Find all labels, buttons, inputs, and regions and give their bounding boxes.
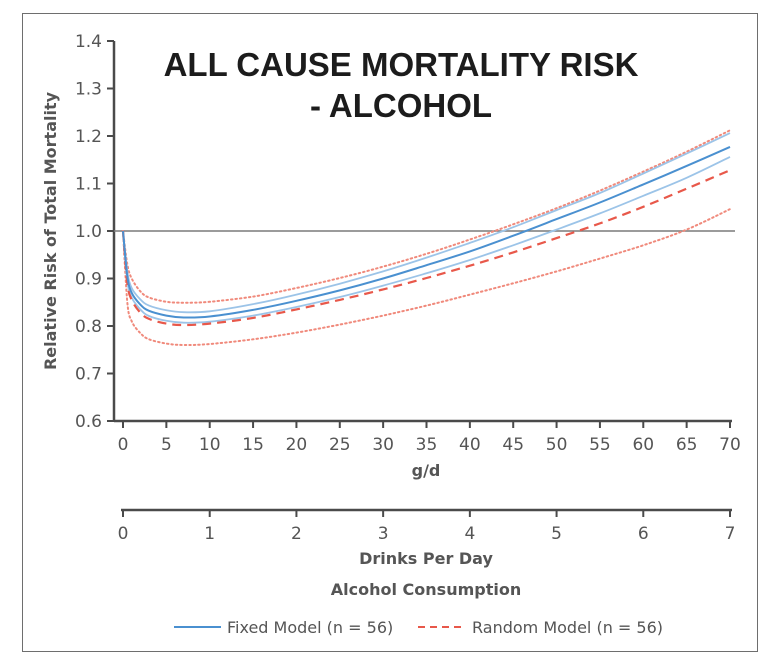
x2-axis-title: Drinks Per Day bbox=[359, 549, 493, 568]
series-line-random-model-lower-ci bbox=[122, 208, 731, 347]
series-line-fixed-model bbox=[122, 145, 731, 319]
x2-axis: 0 1 2 3 4 5 6 7 bbox=[118, 508, 736, 544]
legend-label-fixed: Fixed Model (n = 56) bbox=[227, 618, 393, 637]
x-tick-label: 20 bbox=[286, 435, 308, 455]
y-tick-label: 0.7 bbox=[75, 365, 102, 385]
legend: Fixed Model (n = 56) Random Model (n = 5… bbox=[174, 618, 663, 637]
x-tick-label: 25 bbox=[329, 435, 351, 455]
x-axis-title: g/d bbox=[412, 461, 441, 480]
series-line-fixed-model-lower-ci bbox=[122, 156, 731, 324]
x-tick-label: 45 bbox=[502, 435, 524, 455]
series-line-fixed-model-upper-ci bbox=[122, 132, 731, 314]
x2-tick-label: 6 bbox=[638, 524, 649, 544]
x2-tick-label: 1 bbox=[204, 524, 215, 544]
y-tick-label: 1.4 bbox=[75, 32, 102, 52]
x2-tick-label: 2 bbox=[291, 524, 302, 544]
x2-tick-label: 0 bbox=[118, 524, 129, 544]
x-tick-label: 35 bbox=[416, 435, 438, 455]
y-tick-label: 1.3 bbox=[75, 80, 102, 100]
series-line-random-model-upper-ci bbox=[122, 129, 731, 304]
x-tick-label: 30 bbox=[372, 435, 394, 455]
x-tick-label: 70 bbox=[719, 435, 741, 455]
y-tick-label: 1.0 bbox=[75, 222, 102, 242]
y-tick-label: 0.8 bbox=[75, 317, 102, 337]
chart-frame bbox=[22, 13, 758, 652]
x-tick-label: 40 bbox=[459, 435, 481, 455]
x-tick-label: 50 bbox=[546, 435, 568, 455]
series-line-random-model bbox=[121, 169, 731, 327]
x-group-title: Alcohol Consumption bbox=[331, 580, 521, 599]
x-tick-label: 55 bbox=[589, 435, 611, 455]
x2-tick-label: 3 bbox=[378, 524, 389, 544]
x-tick-label: 10 bbox=[199, 435, 221, 455]
x-tick-label: 65 bbox=[676, 435, 698, 455]
x-tick-label: 0 bbox=[118, 435, 129, 455]
y-tick-label: 0.9 bbox=[75, 270, 102, 290]
y-tick-label: 0.6 bbox=[75, 412, 102, 432]
y-axis-title: Relative Risk of Total Mortality bbox=[41, 91, 60, 370]
x-tick-label: 60 bbox=[632, 435, 654, 455]
x-tick-label: 15 bbox=[242, 435, 264, 455]
chart-title-line-1: ALL CAUSE MORTALITY RISK bbox=[164, 46, 639, 83]
legend-label-random: Random Model (n = 56) bbox=[472, 618, 663, 637]
x2-tick-label: 5 bbox=[551, 524, 562, 544]
chart-title: ALL CAUSE MORTALITY RISK - ALCOHOL bbox=[164, 46, 639, 124]
y-axis: 0.6 0.7 0.8 0.9 1.0 1.1 1.2 1.3 1.4 bbox=[75, 32, 116, 432]
x2-tick-label: 4 bbox=[464, 524, 475, 544]
chart-title-line-2: - ALCOHOL bbox=[310, 87, 492, 124]
x-tick-label: 5 bbox=[161, 435, 172, 455]
series-group bbox=[121, 129, 731, 347]
y-tick-label: 1.1 bbox=[75, 175, 102, 195]
y-tick-label: 1.2 bbox=[75, 127, 102, 147]
x2-tick-label: 7 bbox=[725, 524, 736, 544]
x-axis: 0 5 10 15 20 25 30 35 40 45 50 55 60 65 70 bbox=[114, 419, 741, 455]
